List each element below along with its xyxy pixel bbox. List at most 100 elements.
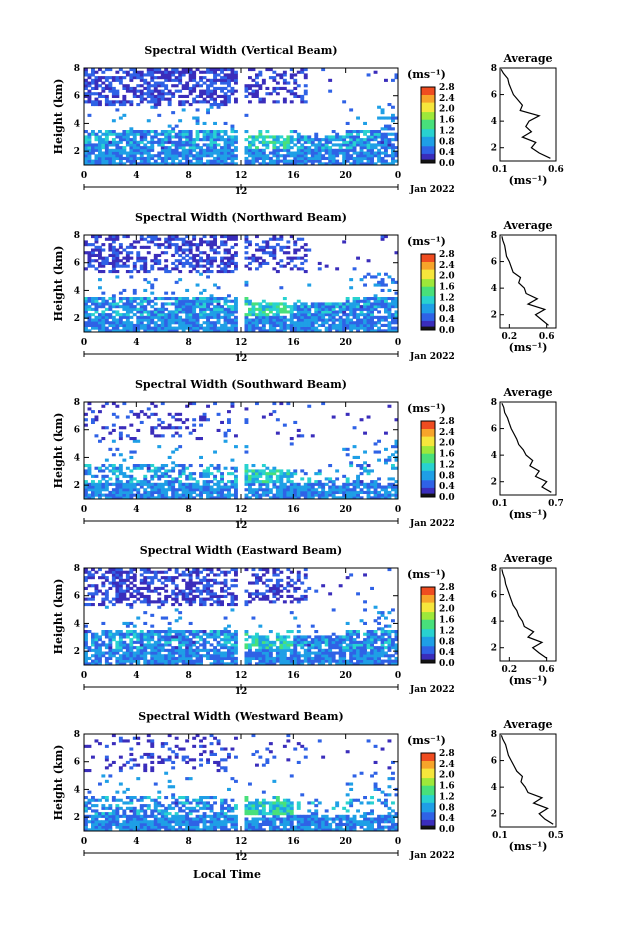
heatmap-cell (111, 654, 116, 658)
heatmap-cell (213, 89, 217, 93)
heatmap-cell (84, 638, 88, 642)
heatmap-cell (272, 586, 277, 590)
heatmap-cell (279, 135, 284, 139)
heatmap-cell (164, 576, 169, 580)
x-tick-label: 16 (287, 338, 300, 348)
heatmap-cell (363, 146, 367, 150)
heatmap-cell (91, 146, 95, 150)
heatmap-cell (94, 135, 99, 139)
heatmap-cell (84, 305, 88, 309)
heatmap-cell (132, 659, 137, 663)
heatmap-cell (300, 434, 305, 438)
heatmap-cell (303, 89, 308, 93)
heatmap-cell (356, 132, 360, 136)
heatmap-cell (136, 412, 141, 416)
heatmap-cell (317, 146, 322, 150)
heatmap-cell (356, 116, 360, 120)
heatmap-cell (310, 323, 315, 327)
heatmap-cell (268, 600, 273, 604)
heatmap-cell (199, 592, 203, 596)
heatmap-cell (111, 321, 116, 325)
heatmap-cell (234, 493, 238, 497)
heatmap-cell (321, 143, 326, 147)
heatmap-cell (98, 151, 102, 155)
heatmap-cell (111, 89, 116, 93)
heatmap-cell (153, 640, 158, 644)
heatmap-cell (265, 485, 270, 489)
heatmap-cell (366, 272, 371, 276)
average-x-tick-label: 0.2 (501, 332, 517, 342)
heatmap-cell (153, 570, 158, 574)
heatmap-cell (139, 130, 144, 134)
heatmap-cell (324, 151, 329, 155)
heatmap-cell (258, 70, 263, 74)
colorbar-segment (421, 462, 435, 466)
average-x-tick-label: 0.1 (492, 165, 508, 175)
heatmap-cell (153, 315, 158, 319)
heatmap-cell (122, 132, 127, 136)
heatmap-cell (258, 624, 263, 628)
heatmap-cell (272, 237, 277, 241)
heatmap-cell (265, 305, 270, 309)
heatmap-cell (223, 589, 228, 593)
heatmap-cell (391, 156, 395, 160)
heatmap-cell (268, 76, 273, 80)
heatmap-cell (178, 310, 183, 314)
heatmap-cell (352, 156, 357, 160)
heatmap-cell (164, 251, 169, 255)
heatmap-cell (244, 496, 249, 500)
heatmap-cell (87, 84, 92, 88)
heatmap-cell (255, 635, 259, 639)
heatmap-cell (384, 116, 388, 120)
heatmap-cell (248, 267, 252, 271)
heatmap-cell (104, 146, 109, 150)
heatmap-cell (164, 135, 169, 139)
heatmap-cell (101, 654, 106, 658)
heatmap-cell (349, 143, 354, 147)
heatmap-cell (230, 86, 235, 90)
heatmap-cell (251, 651, 256, 655)
heatmap-cell (213, 248, 217, 252)
heatmap-cell (195, 143, 200, 147)
heatmap-cell (223, 651, 228, 655)
heatmap-cell (199, 485, 203, 489)
heatmap-cell (279, 662, 284, 666)
heatmap-cell (248, 651, 252, 655)
heatmap-cell (234, 646, 238, 650)
heatmap-cell (258, 73, 263, 77)
heatmap-cell (171, 415, 176, 419)
heatmap-cell (185, 662, 190, 666)
heatmap-cell (261, 318, 266, 322)
heatmap-cell (108, 477, 113, 481)
colorbar-segment (421, 149, 435, 152)
heatmap-cell (227, 73, 231, 77)
heatmap-cell (275, 573, 280, 577)
heatmap-cell (244, 418, 249, 422)
heatmap-cell (181, 299, 186, 303)
heatmap-cell (331, 482, 336, 486)
heatmap-cell (202, 270, 207, 274)
heatmap-cell (150, 267, 155, 271)
heatmap-cell (234, 570, 238, 574)
heatmap-cell (328, 148, 333, 152)
heatmap-cell (157, 76, 162, 80)
heatmap-cell (118, 116, 123, 120)
heatmap-cell (174, 78, 179, 82)
colorbar-segment (421, 263, 435, 266)
heatmap-cell (352, 315, 357, 319)
heatmap-cell (132, 70, 137, 74)
heatmap-cell (394, 485, 399, 489)
heatmap-cell (139, 323, 144, 327)
heatmap-cell (248, 151, 252, 155)
heatmap-cell (384, 318, 388, 322)
heatmap-cell (164, 490, 169, 494)
heatmap-cell (258, 140, 263, 144)
heatmap-cell (143, 638, 148, 642)
heatmap-cell (394, 318, 399, 322)
heatmap-cell (101, 138, 106, 142)
colorbar-segment (421, 428, 435, 431)
heatmap-cell (129, 581, 134, 585)
heatmap-cell (296, 248, 301, 252)
heatmap-cell (373, 151, 378, 155)
heatmap-cell (181, 240, 186, 244)
